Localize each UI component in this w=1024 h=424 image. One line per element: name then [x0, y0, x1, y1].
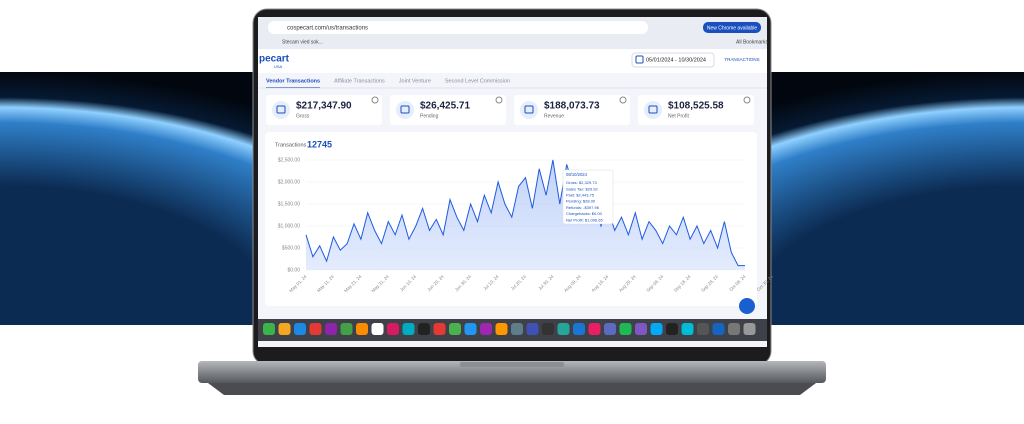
- stat-card: [266, 95, 382, 125]
- dock-icon[interactable]: [697, 323, 709, 335]
- card-value: $26,425.71: [420, 101, 470, 112]
- dock-icon[interactable]: [480, 323, 492, 335]
- dock-icon[interactable]: [542, 323, 554, 335]
- dock-icon[interactable]: [387, 323, 399, 335]
- transaction-count: 12745: [307, 139, 332, 149]
- card-value: $108,525.58: [668, 101, 724, 112]
- y-tick-label: $500.00: [282, 245, 300, 251]
- card-icon: [520, 101, 538, 119]
- card-label: Gross: [296, 113, 310, 119]
- tooltip-line: Sales Tax: $29.92: [566, 186, 599, 191]
- dock-icon[interactable]: [557, 323, 570, 335]
- tab[interactable]: Second Level Commission: [445, 78, 510, 84]
- card-value: $217,347.90: [296, 101, 352, 112]
- y-tick-label: $1,500.00: [278, 201, 300, 207]
- tab[interactable]: Affiliate Transactions: [334, 78, 385, 84]
- dock-icon[interactable]: [681, 323, 694, 335]
- card-icon: [396, 101, 414, 119]
- card-icon-glyph: [276, 105, 286, 114]
- card-icon-glyph: [400, 105, 410, 114]
- calendar-icon: [635, 55, 644, 64]
- card-icon-glyph: [648, 105, 658, 114]
- y-tick-label: $0.00: [287, 267, 300, 273]
- info-icon: [743, 96, 751, 104]
- tooltip-line: Net Profit: $1,096.65: [566, 217, 603, 222]
- tab[interactable]: Vendor Transactions: [266, 78, 320, 84]
- dock-icon[interactable]: [356, 323, 368, 335]
- url: cospecart.com/us/transactions: [287, 26, 368, 32]
- update-button[interactable]: [703, 22, 761, 33]
- dock-icon[interactable]: [728, 323, 740, 335]
- dock-icon[interactable]: [712, 323, 725, 335]
- nav-item[interactable]: TRANSACTIONS: [724, 57, 759, 62]
- dock-icon[interactable]: [294, 323, 306, 335]
- dock-icon[interactable]: [309, 323, 322, 335]
- info-icon: [495, 96, 503, 104]
- date-range: 05/01/2024 - 10/30/2024: [646, 57, 706, 63]
- y-tick-label: $2,500.00: [278, 157, 300, 163]
- info-icon: [371, 96, 379, 104]
- dock-icon[interactable]: [635, 323, 647, 335]
- tooltip-date: 08/10/2024: [566, 172, 588, 177]
- dock-icon[interactable]: [464, 323, 477, 335]
- base: [198, 361, 826, 383]
- info-icon: [619, 96, 627, 104]
- card-icon-glyph: [524, 105, 534, 114]
- dock-icon[interactable]: [418, 323, 430, 335]
- card-label: Pending: [420, 113, 439, 119]
- dock-icon[interactable]: [604, 323, 616, 335]
- stat-card: [638, 95, 754, 125]
- tooltip-line: Refunds: -$397.96: [566, 205, 600, 210]
- dock-icon[interactable]: [340, 323, 353, 335]
- dock-icon[interactable]: [526, 323, 539, 335]
- card-icon: [644, 101, 662, 119]
- update-text: New Chrome available: [707, 25, 758, 31]
- chat-button[interactable]: [739, 298, 755, 314]
- tab[interactable]: Joint Venture: [399, 78, 431, 84]
- card-label: Net Profit: [668, 113, 689, 119]
- dock-icon[interactable]: [433, 323, 446, 335]
- tooltip-line: Gross: $2,329.73: [566, 180, 597, 185]
- date-picker[interactable]: [631, 52, 715, 68]
- area-line: [305, 159, 745, 267]
- all-bookmarks[interactable]: All Bookmarks: [736, 39, 768, 45]
- notch: [460, 362, 564, 367]
- dock-icon[interactable]: [449, 323, 461, 335]
- y-tick-label: $2,000.00: [278, 179, 300, 185]
- card-value: $188,073.73: [544, 101, 600, 112]
- dock-icon[interactable]: [573, 323, 585, 335]
- tooltip-line: Pending: $28.00: [566, 199, 596, 204]
- stat-card: [514, 95, 630, 125]
- dock-icon[interactable]: [263, 323, 275, 335]
- dock-icon[interactable]: [619, 323, 632, 335]
- dock-icon[interactable]: [495, 323, 508, 335]
- dock-icon[interactable]: [743, 323, 756, 335]
- tooltip-line: Paid: $2,443.75: [566, 192, 595, 197]
- tooltip: [562, 169, 614, 225]
- dock-icon[interactable]: [402, 323, 415, 335]
- dock-icon[interactable]: [666, 323, 678, 335]
- dock-icon[interactable]: [278, 323, 291, 335]
- logo-sub: USA: [274, 64, 283, 69]
- dock-icon[interactable]: [325, 323, 337, 335]
- chart-title: Transactions: [275, 142, 307, 148]
- stat-card: [390, 95, 506, 125]
- card-icon: [272, 101, 290, 119]
- logo: pecart: [259, 54, 290, 65]
- tooltip-line: Chargebacks: $0.00: [566, 211, 603, 216]
- base-bottom: [208, 383, 816, 395]
- area-fill: [306, 160, 745, 270]
- url-box[interactable]: [268, 21, 648, 34]
- bookmark[interactable]: Stecam vied sok...: [282, 39, 323, 45]
- dock-icon[interactable]: [650, 323, 663, 335]
- dock-icon[interactable]: [371, 323, 384, 335]
- y-tick-label: $1,000.00: [278, 223, 300, 229]
- card-label: Revenue: [544, 113, 564, 119]
- dock-icon[interactable]: [588, 323, 601, 335]
- dock-icon[interactable]: [511, 323, 523, 335]
